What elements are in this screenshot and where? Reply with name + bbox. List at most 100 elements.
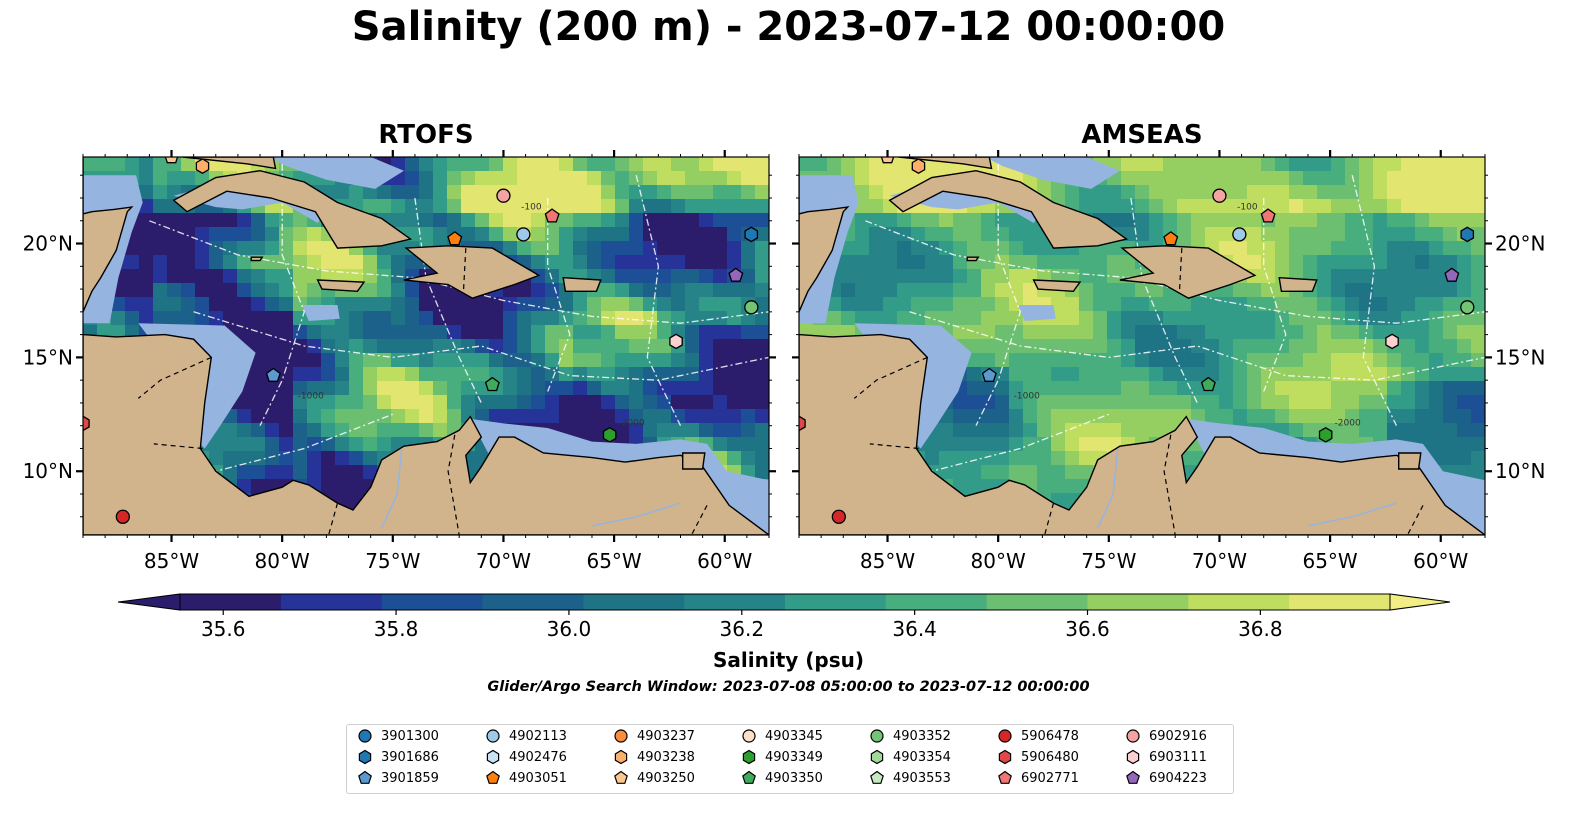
legend-item: 3901300 [357, 726, 439, 746]
river [1307, 502, 1397, 527]
legend-label: 6904223 [1149, 770, 1207, 786]
legend-item: 4903349 [741, 747, 823, 767]
colorbar-tick-label: 36.2 [720, 617, 765, 641]
float-marker-6904223 [728, 267, 744, 282]
colorbar-bin [482, 594, 584, 610]
legend-item: 4903352 [869, 726, 951, 746]
map-frame [82, 156, 770, 536]
river [1097, 448, 1119, 529]
circle-marker-icon [486, 729, 500, 743]
country-border [137, 356, 212, 399]
country-border [1179, 248, 1183, 290]
colorbar-bin [1188, 594, 1290, 610]
float-marker-4903238 [911, 158, 926, 174]
land-jamaica [316, 279, 366, 293]
river [591, 502, 681, 527]
map-panel-amseas: -1000 -2000 -100 85°W 80°W 75°W 70°W 65°W 60°W 20… [792, 150, 1545, 573]
x-tick-label: 65°W [586, 549, 641, 573]
colorbar-tick-label: 36.0 [547, 617, 592, 641]
colorbar-extend-high [1389, 593, 1451, 611]
float-marker-4903238 [195, 158, 210, 174]
country-border [463, 248, 467, 290]
legend-label: 4903051 [509, 770, 567, 786]
land-jamaica [1032, 279, 1082, 293]
boundary-line [1130, 197, 1198, 404]
colorbar-tick-label: 35.8 [374, 617, 419, 641]
land-centralAm [799, 333, 1485, 535]
land-centralAm [83, 333, 769, 535]
country-border [1406, 505, 1424, 535]
land-florida [182, 157, 277, 170]
circle-marker-icon [998, 729, 1012, 743]
legend-label: 6903111 [1149, 749, 1207, 765]
float-marker-5906480 [83, 415, 90, 432]
y-tick-label: 15°N [1495, 345, 1545, 369]
contour-label: -2000 [1335, 419, 1361, 429]
circle-marker-icon [614, 729, 628, 743]
y-tick-label: 10°N [23, 459, 73, 483]
search-window-caption: Glider/Argo Search Window: 2023-07-08 05… [487, 679, 1090, 695]
hexagon-marker-icon [486, 749, 500, 765]
colorbar-tick-label: 36.6 [1065, 617, 1110, 641]
float-marker-6902771 [1260, 208, 1276, 223]
land-florida [898, 157, 993, 170]
x-tick-label: 85°W [144, 549, 199, 573]
land-puertorico [1278, 276, 1318, 292]
figure-title: Salinity (200 m) - 2023-07-12 00:00:00 [351, 4, 1226, 50]
country-border [869, 443, 919, 450]
circle-marker-icon [1126, 729, 1140, 743]
float-marker-3901686 [744, 226, 759, 243]
float-marker-5906480 [799, 415, 806, 432]
hexagon-marker-icon [358, 749, 372, 765]
legend-label: 4902476 [509, 749, 567, 765]
float-marker-4903350 [1200, 376, 1216, 392]
legend-item: 4902476 [485, 747, 567, 767]
legend-item: 6903111 [1125, 747, 1207, 767]
colorbar-bin [381, 594, 483, 610]
colorbar-bin [785, 594, 887, 610]
boundary-line [259, 163, 305, 426]
country-border [328, 502, 339, 535]
boundary-line [975, 163, 1021, 426]
legend-item: 4902113 [485, 726, 567, 746]
legend-item: 3901859 [357, 768, 439, 788]
legend-item: 4903345 [741, 726, 823, 746]
legend-item: 4903350 [741, 768, 823, 788]
x-tick-label: 60°W [1413, 549, 1468, 573]
boundary-line [1263, 198, 1287, 392]
country-border [1044, 502, 1055, 535]
legend-item: 5906478 [997, 726, 1079, 746]
boundary-line [414, 197, 482, 404]
land-mexico [83, 157, 134, 313]
circle-marker-icon [870, 729, 884, 743]
legend-item: 5906480 [997, 747, 1079, 767]
colorbar-tick-label: 35.6 [201, 617, 246, 641]
land-cuba [172, 169, 413, 249]
float-marker-6904223 [1444, 267, 1460, 282]
hexagon-marker-icon [998, 749, 1012, 765]
float-marker-4903051 [1163, 231, 1179, 246]
colorbar: 35.6 35.8 36.0 36.2 36.4 36.6 36.8 [117, 593, 1451, 641]
float-marker-4903352 [1460, 300, 1475, 315]
land-mexico [799, 157, 850, 313]
legend-label: 3901300 [381, 728, 439, 744]
legend-label: 6902771 [1021, 770, 1079, 786]
pentagon-marker-icon [870, 770, 884, 784]
boundary-line [1351, 175, 1398, 426]
pentagon-marker-icon [358, 770, 372, 784]
pentagon-marker-icon [742, 770, 756, 784]
land-caymans [250, 256, 264, 262]
boundary-line [635, 175, 682, 426]
float-marker-5906478 [115, 509, 130, 524]
colorbar-bin [885, 594, 988, 610]
river [381, 448, 403, 529]
legend-label: 5906478 [1021, 728, 1079, 744]
legend-item: 6902771 [997, 768, 1079, 788]
float-marker-3901859 [265, 367, 281, 382]
legend-item: 4903250 [613, 768, 695, 788]
hexagon-marker-icon [1126, 749, 1140, 765]
legend-item: 6904223 [1125, 768, 1207, 788]
legend-label: 4903238 [637, 749, 695, 765]
legend-label: 4903553 [893, 770, 951, 786]
